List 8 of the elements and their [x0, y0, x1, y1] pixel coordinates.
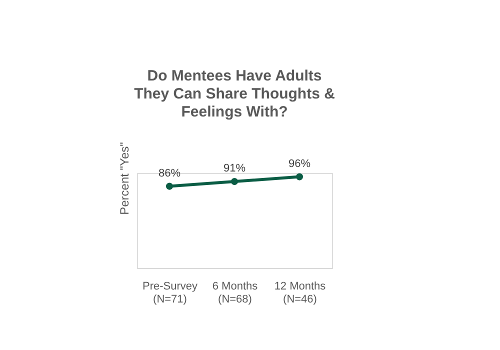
data-label: 91%	[223, 162, 246, 175]
x-tick-label: 12 Months (N=46)	[274, 280, 326, 306]
x-tick-label: Pre-Survey (N=71)	[142, 280, 198, 306]
x-tick-label: 6 Months (N=68)	[212, 280, 258, 306]
data-label: 86%	[158, 167, 181, 180]
chart-title: Do Mentees Have Adults They Can Share Thoughts & Feelings With?	[134, 68, 336, 121]
data-label: 96%	[288, 158, 311, 170]
y-axis-title: Percent "Yes"	[118, 142, 132, 215]
